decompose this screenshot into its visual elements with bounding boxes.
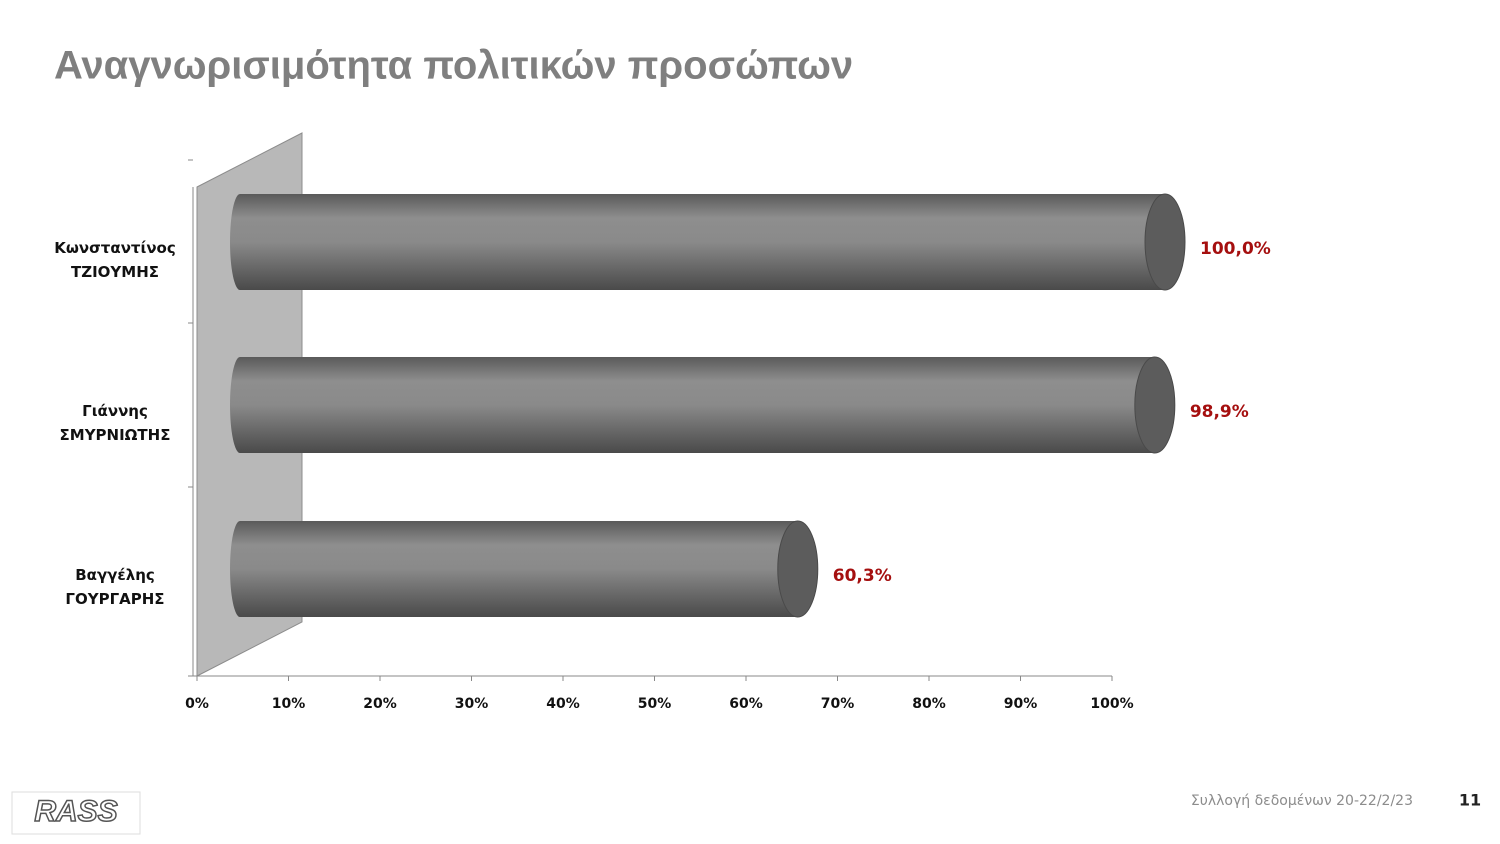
bar: [230, 357, 1175, 453]
x-tick-label: 90%: [1004, 696, 1038, 712]
bar: [230, 194, 1185, 290]
bar-cap: [777, 520, 819, 618]
x-tick-label: 50%: [638, 696, 672, 712]
bar-cap: [1144, 193, 1186, 291]
x-tick-label: 20%: [363, 696, 397, 712]
value-label: 98,9%: [1190, 402, 1249, 422]
y-tick-label: Κωνσταντίνος ΤΖΙΟΥΜΗΣ: [54, 239, 176, 281]
y-tick-label: Γιάννης ΣΜΥΡΝΙΩΤΗΣ: [60, 402, 171, 444]
bar-cap: [1134, 356, 1176, 454]
value-label: 100,0%: [1200, 239, 1271, 259]
x-tick-label: 100%: [1090, 696, 1133, 712]
x-tick-label: 30%: [455, 696, 489, 712]
value-label: 60,3%: [833, 566, 892, 586]
y-tick-label: Βαγγέλης ΓΟΥΡΓΑΡΗΣ: [65, 566, 164, 608]
x-tick-label: 10%: [272, 696, 306, 712]
x-tick-label: 60%: [729, 696, 763, 712]
x-tick-label: 40%: [546, 696, 580, 712]
logo-box: [11, 791, 141, 835]
x-tick-label: 70%: [821, 696, 855, 712]
footer-note: Συλλογή δεδομένων 20-22/2/23: [1191, 793, 1413, 809]
title: Αναγνωρισιμότητα πολιτικών προσώπων: [54, 44, 853, 88]
bar: [230, 521, 818, 617]
logo: RASS: [34, 795, 117, 828]
page-number: 11: [1459, 791, 1481, 810]
x-tick-label: 0%: [185, 696, 209, 712]
x-tick-label: 80%: [912, 696, 946, 712]
